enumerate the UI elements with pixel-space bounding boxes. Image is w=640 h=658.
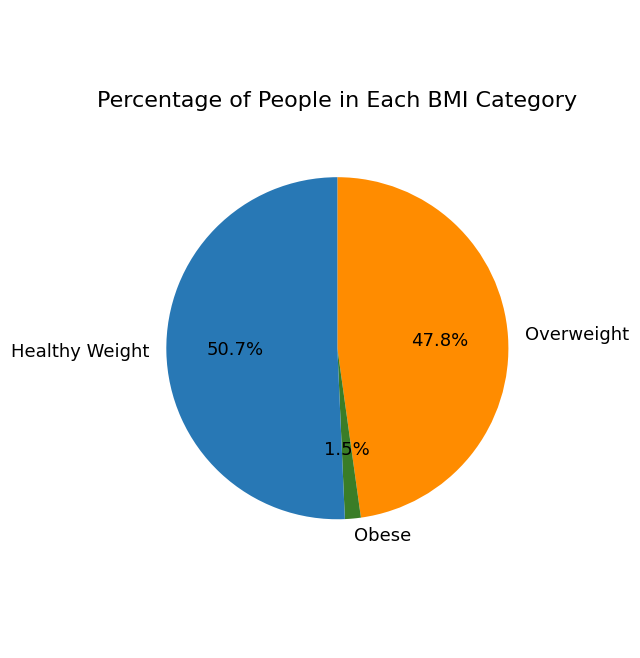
Wedge shape [166,177,345,519]
Title: Percentage of People in Each BMI Category: Percentage of People in Each BMI Categor… [97,91,577,111]
Text: 50.7%: 50.7% [206,342,263,359]
Text: 1.5%: 1.5% [324,442,369,459]
Text: Overweight: Overweight [525,326,629,344]
Wedge shape [337,177,508,518]
Wedge shape [337,348,361,519]
Text: Obese: Obese [355,526,412,545]
Text: Healthy Weight: Healthy Weight [11,343,149,361]
Text: 47.8%: 47.8% [411,332,468,350]
